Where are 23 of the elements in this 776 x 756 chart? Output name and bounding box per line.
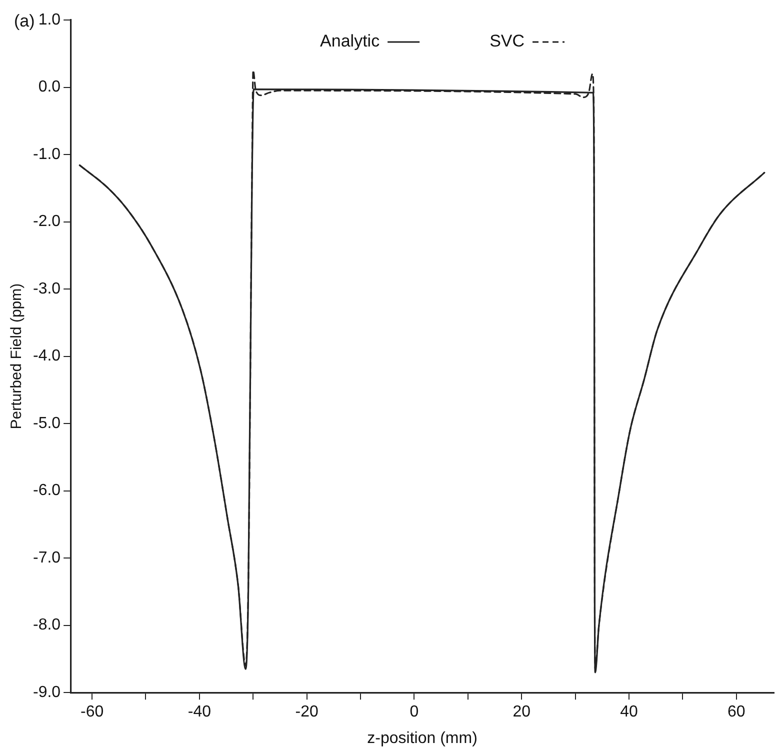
- y-tick-label: -2.0: [32, 213, 61, 230]
- y-tick-label: -6.0: [32, 482, 61, 500]
- legend-label: Analytic: [320, 32, 380, 51]
- legend-label: SVC: [490, 32, 525, 51]
- y-tick-label: -4.0: [32, 348, 61, 365]
- x-tick-label: 0: [410, 704, 419, 721]
- y-tick-label: -5.0: [32, 414, 61, 432]
- y-tick-label: -9.0: [32, 684, 61, 702]
- x-tick-label: 40: [620, 704, 638, 721]
- x-tick-label: 20: [512, 704, 531, 721]
- text: (a): [14, 12, 35, 31]
- y-tick-label: -3.0: [32, 280, 61, 298]
- x-axis-title: z-position (mm): [367, 730, 478, 747]
- x-tick-label: -20: [295, 704, 318, 721]
- x-tick-label: 60: [728, 704, 746, 721]
- x-tick-label: -40: [188, 704, 212, 721]
- y-tick-label: -8.0: [32, 616, 61, 634]
- y-tick-label: -7.0: [32, 549, 61, 566]
- x-tick-label: -60: [80, 704, 104, 721]
- y-tick-label: -1.0: [32, 146, 61, 163]
- y-tick-label: 0.0: [38, 78, 61, 96]
- y-axis-title: Perturbed Field (ppm): [8, 283, 26, 430]
- y-tick-label: 1.0: [38, 11, 61, 28]
